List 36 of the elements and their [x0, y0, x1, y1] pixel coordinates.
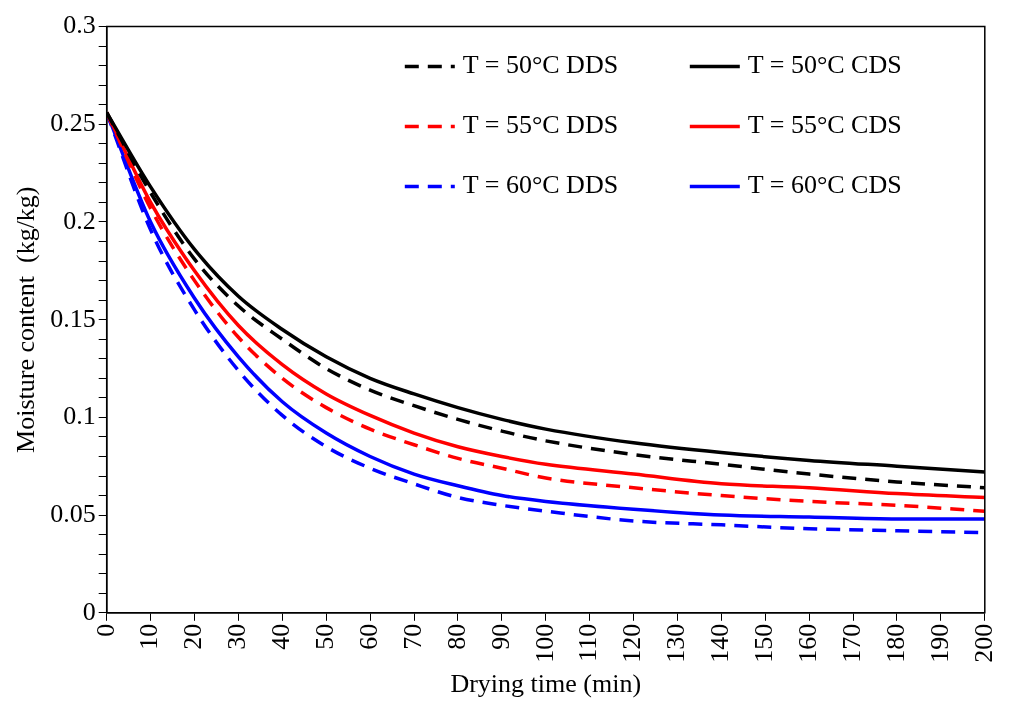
- y-tick-label: 0.2: [63, 205, 96, 235]
- y-tick-label: 0.1: [63, 401, 96, 431]
- x-tick-label: 170: [836, 623, 866, 663]
- x-tick-label: 110: [573, 623, 603, 662]
- y-tick-label: 0.25: [50, 108, 96, 138]
- x-tick-label: 130: [661, 623, 691, 663]
- x-tick-label: 90: [485, 623, 515, 650]
- x-tick-label: 20: [178, 623, 208, 650]
- x-tick-label: 120: [617, 623, 647, 663]
- x-tick-label: 180: [880, 623, 910, 663]
- x-tick-label: 190: [924, 623, 954, 663]
- legend-label: T = 60°C DDS: [462, 170, 619, 200]
- x-tick-label: 100: [529, 623, 559, 663]
- x-tick-label: 160: [793, 623, 823, 663]
- x-tick-label: 150: [749, 623, 779, 663]
- x-tick-label: 10: [134, 623, 164, 650]
- legend-label: T = 50°C CDS: [747, 50, 902, 80]
- y-axis-title: Moisture content (kg/kg): [11, 186, 41, 453]
- legend-label: T = 55°C CDS: [747, 110, 902, 140]
- x-tick-label: 50: [310, 623, 340, 650]
- legend-label: T = 55°C DDS: [462, 110, 619, 140]
- x-tick-label: 70: [397, 623, 427, 650]
- x-tick-label: 140: [705, 623, 735, 663]
- y-tick-label: 0: [82, 596, 96, 626]
- x-tick-label: 80: [441, 623, 471, 650]
- x-tick-label: 200: [968, 623, 998, 663]
- x-tick-label: 30: [222, 623, 252, 650]
- x-tick-label: 60: [353, 623, 383, 650]
- x-tick-label: 40: [266, 623, 296, 650]
- y-tick-label: 0.15: [50, 303, 96, 333]
- x-tick-label: 0: [90, 623, 120, 637]
- y-tick-label: 0.3: [63, 10, 96, 40]
- legend-label: T = 60°C CDS: [747, 170, 902, 200]
- x-axis-title: Drying time (min): [450, 669, 642, 699]
- y-tick-label: 0.05: [50, 498, 96, 528]
- legend-label: T = 50°C DDS: [462, 50, 619, 80]
